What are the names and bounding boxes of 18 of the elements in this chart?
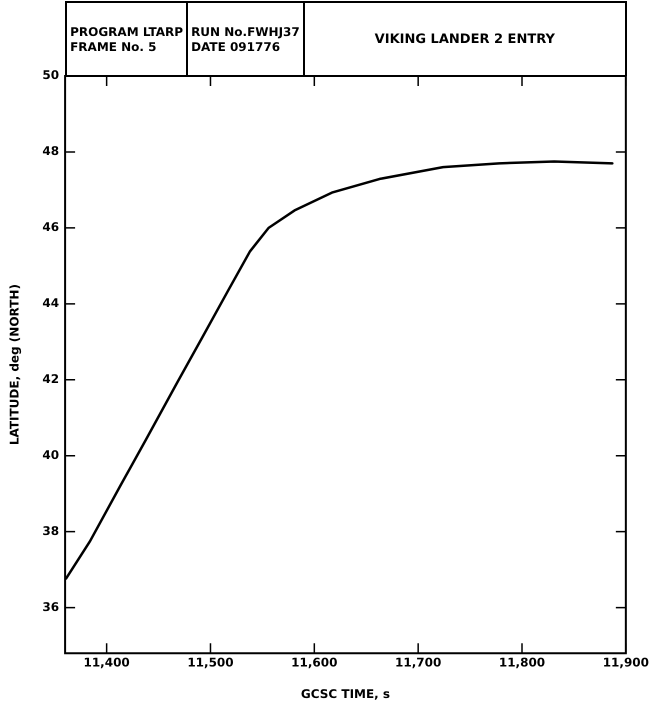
x-tick-label: 11,600 (291, 656, 338, 670)
y-tick-label: 46 (42, 220, 60, 234)
y-tick-label: 50 (42, 68, 60, 82)
y-tick-label: 36 (42, 600, 60, 614)
y-tick-label: 38 (42, 524, 60, 538)
y-tick-label: 48 (42, 144, 60, 158)
x-tick-label: 11,700 (395, 656, 442, 670)
y-tick-label: 40 (42, 448, 60, 462)
y-tick-label: 42 (42, 372, 60, 386)
y-axis-title: LATITUDE, deg (NORTH) (7, 284, 22, 446)
x-axis-title: GCSC TIME, s (300, 686, 390, 701)
x-tick-label: 11,500 (187, 656, 234, 670)
x-tick-label: 11,400 (83, 656, 130, 670)
x-tick-label: 11,900 (602, 656, 650, 670)
x-tick-label: 11,800 (498, 656, 546, 670)
header-table: PROGRAM LTARP FRAME No. 5 RUN No.FWHJ37 DATE 091776 VIKING LANDER 2 ENTRY (65, 1, 627, 76)
chart-title: VIKING LANDER 2 ENTRY (374, 31, 556, 49)
y-tick-label: 44 (42, 296, 60, 310)
